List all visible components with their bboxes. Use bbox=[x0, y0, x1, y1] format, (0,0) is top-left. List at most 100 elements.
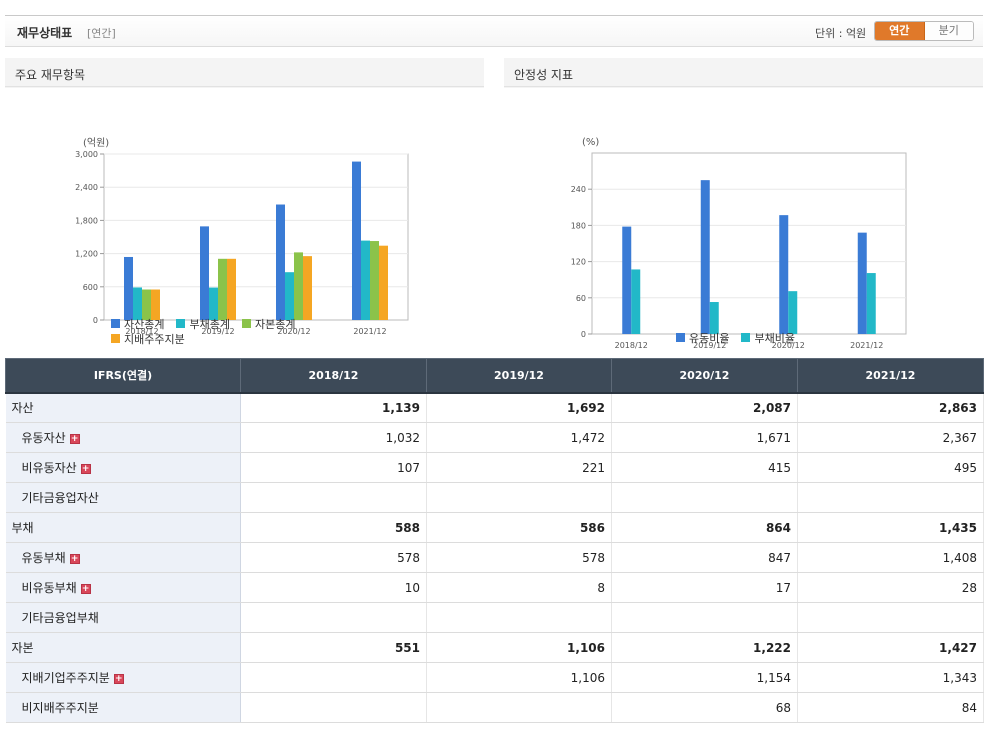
table-cell: 1,692 bbox=[426, 392, 612, 423]
y-tick-label: 0 bbox=[93, 316, 98, 325]
plot-area bbox=[591, 152, 907, 335]
table-cell: 107 bbox=[240, 452, 427, 483]
y-tick-label: 180 bbox=[571, 221, 586, 230]
major-items-chart: (억원) 0 600 1,200 1,800 2,400 3,000 2018/12 2019/… bbox=[75, 137, 409, 336]
stability-legend: 유동비율 부채비율 bbox=[676, 330, 876, 345]
legend-swatch bbox=[111, 334, 120, 343]
table-cell: 495 bbox=[797, 452, 984, 483]
row-label: 자본 bbox=[5, 632, 241, 663]
table-cell: 1,472 bbox=[426, 422, 612, 453]
x-tick-label: 2019/12 bbox=[693, 341, 726, 350]
table-cell: 588 bbox=[240, 512, 427, 543]
table-cell: 1,106 bbox=[426, 632, 612, 663]
bar bbox=[709, 302, 719, 334]
y-tick-label: 1,200 bbox=[75, 250, 98, 259]
table-cell: 8 bbox=[426, 572, 612, 603]
x-tick-label: 2018/12 bbox=[615, 341, 648, 350]
stability-chart: (%) 0 60 120 180 240 2018/12 2019/12 2020/12 2021… bbox=[571, 137, 907, 350]
expand-icon[interactable]: + bbox=[80, 584, 91, 594]
row-label: 기타금융업부채 bbox=[5, 602, 241, 633]
row-label: 비지배주주지분 bbox=[5, 692, 241, 723]
financial-statement-header: 재무상태표 [연간] 단위 : 억원 연간 분기 bbox=[5, 15, 983, 47]
bar bbox=[788, 291, 798, 334]
bar bbox=[779, 215, 789, 334]
column-header: 2021/12 bbox=[797, 358, 984, 394]
table-row: 유동자산 + 1,032 1,472 1,671 2,367 bbox=[5, 422, 984, 453]
column-header: 2019/12 bbox=[426, 358, 612, 394]
stability-title: 안정성 지표 bbox=[514, 68, 574, 82]
major-items-panel: 주요 재무항목 (억원) 0 600 1,200 1,800 2,400 3,000 2018… bbox=[5, 58, 484, 358]
annual-toggle-button[interactable]: 연간 bbox=[875, 22, 925, 40]
x-tick-label: 2021/12 bbox=[850, 341, 883, 350]
table-cell: 578 bbox=[426, 542, 612, 573]
expand-icon[interactable]: + bbox=[69, 554, 80, 564]
row-label: 지배기업주주지분 + bbox=[5, 662, 241, 693]
table-cell: 551 bbox=[240, 632, 427, 663]
table-cell bbox=[240, 662, 427, 693]
table-cell: 2,367 bbox=[797, 422, 984, 453]
bar bbox=[866, 273, 876, 334]
table-cell: 1,032 bbox=[240, 422, 427, 453]
bar bbox=[631, 269, 641, 334]
row-label: 비유동자산 + bbox=[5, 452, 241, 483]
legend-label: 지배주주지분 bbox=[124, 332, 185, 346]
table-row: 기타금융업자산 bbox=[5, 482, 984, 513]
table-cell bbox=[797, 602, 984, 633]
table-cell: 10 bbox=[240, 572, 427, 603]
section-title: 재무상태표 bbox=[17, 26, 73, 40]
table-cell: 221 bbox=[426, 452, 612, 483]
bar bbox=[294, 252, 303, 320]
legend-swatch bbox=[741, 333, 751, 342]
table-row: 기타금융업부채 bbox=[5, 602, 984, 633]
row-label: 유동부채 + bbox=[5, 542, 241, 573]
legend-label: 유동비율 bbox=[689, 331, 730, 345]
row-label: 자산 bbox=[5, 392, 241, 423]
table-cell: 28 bbox=[797, 572, 984, 603]
table-cell: 847 bbox=[611, 542, 798, 573]
table-cell: 1,435 bbox=[797, 512, 984, 543]
legend-swatch bbox=[176, 319, 186, 328]
bar bbox=[124, 256, 133, 320]
table-cell: 1,139 bbox=[240, 392, 427, 423]
table-cell: 864 bbox=[611, 512, 798, 543]
table-header-row: IFRS(연결) 2018/12 2019/12 2020/12 2021/12 bbox=[5, 358, 984, 394]
y-tick-label: 3,000 bbox=[75, 150, 98, 159]
table-cell: 84 bbox=[797, 692, 984, 723]
legend-swatch bbox=[676, 333, 685, 342]
x-tick-label: 2020/12 bbox=[277, 327, 310, 336]
bar bbox=[142, 289, 151, 320]
bar bbox=[352, 161, 361, 320]
table-cell bbox=[240, 692, 427, 723]
bar bbox=[622, 226, 632, 334]
expand-icon[interactable]: + bbox=[80, 464, 91, 474]
table-cell bbox=[240, 482, 427, 513]
legend-item: 부채총계 bbox=[176, 316, 230, 331]
table-row: 비유동부채 + 10 8 17 28 bbox=[5, 572, 984, 603]
stability-panel: 안정성 지표 (%) 0 60 120 180 240 2018/12 2019/12 2020… bbox=[504, 58, 983, 358]
table-cell: 68 bbox=[611, 692, 798, 723]
row-label: 기타금융업자산 bbox=[5, 482, 241, 513]
table-cell: 1,427 bbox=[797, 632, 984, 663]
table-cell bbox=[426, 602, 612, 633]
table-cell: 1,106 bbox=[426, 662, 612, 693]
y-tick-label: 240 bbox=[571, 185, 586, 194]
table-cell: 2,863 bbox=[797, 392, 984, 423]
table-cell: 1,408 bbox=[797, 542, 984, 573]
bar bbox=[379, 245, 388, 320]
legend-item: 자산총계 bbox=[111, 316, 164, 331]
y-axis-unit-label: (%) bbox=[582, 137, 599, 148]
period-toggle: 연간 분기 bbox=[874, 21, 974, 41]
y-tick-label: 60 bbox=[576, 294, 586, 303]
bar bbox=[700, 180, 710, 334]
bar bbox=[133, 287, 142, 320]
quarter-toggle-button[interactable]: 분기 bbox=[924, 22, 973, 40]
table-row: 부채 588 586 864 1,435 bbox=[5, 512, 984, 543]
expand-icon[interactable]: + bbox=[69, 434, 80, 444]
bar bbox=[276, 204, 285, 320]
expand-icon[interactable]: + bbox=[113, 674, 124, 684]
table-cell bbox=[426, 482, 612, 513]
table-row: 유동부채 + 578 578 847 1,408 bbox=[5, 542, 984, 573]
unit-label: 단위 : 억원 bbox=[815, 27, 867, 40]
column-header: 2018/12 bbox=[240, 358, 427, 394]
table-row: 자본 551 1,106 1,222 1,427 bbox=[5, 632, 984, 663]
